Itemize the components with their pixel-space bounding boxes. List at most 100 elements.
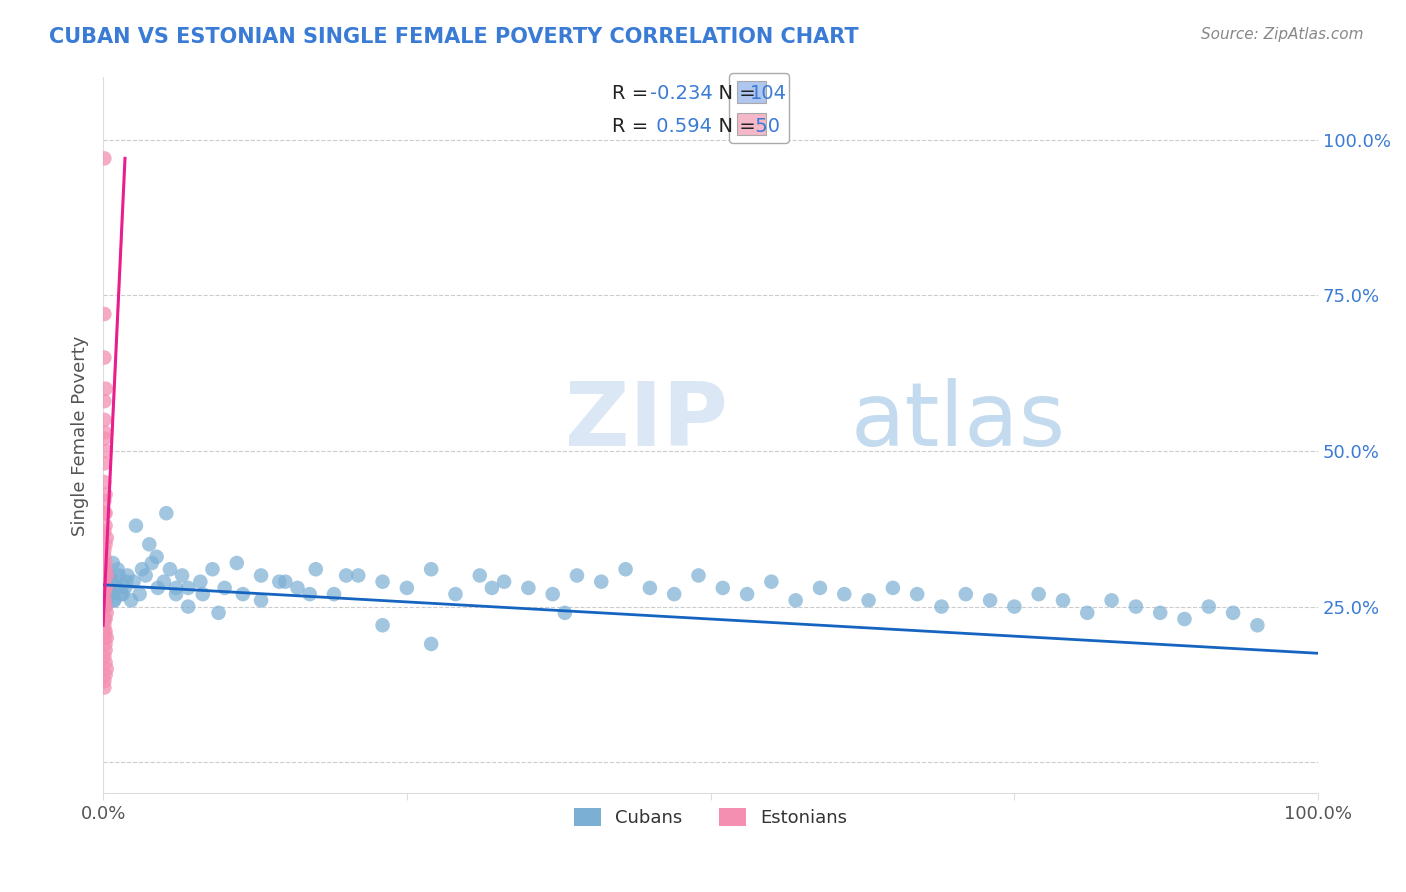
Point [905, 587, 928, 601]
Point [554, 606, 576, 620]
Point [98, 581, 121, 595]
Point [111, 587, 134, 601]
Point [93, 581, 115, 595]
Text: ZIP: ZIP [565, 377, 727, 465]
Point [232, 587, 254, 601]
Point [96, 662, 118, 676]
Point [287, 581, 309, 595]
Point [114, 581, 136, 595]
Point [323, 587, 346, 601]
Point [93, 612, 115, 626]
Point [93, 568, 115, 582]
Point [93, 506, 115, 520]
Point [444, 587, 467, 601]
Point [96, 581, 118, 595]
Point [93, 649, 115, 664]
Text: 0.594: 0.594 [650, 117, 711, 136]
Point [93, 631, 115, 645]
Point [93, 413, 115, 427]
Point [274, 574, 297, 589]
Point [1149, 606, 1171, 620]
Point [93, 432, 115, 446]
Point [100, 587, 122, 601]
Point [214, 581, 236, 595]
Point [94, 599, 117, 614]
Point [155, 506, 177, 520]
Point [94, 637, 117, 651]
Point [191, 587, 214, 601]
Point [93, 549, 115, 564]
Point [1222, 606, 1244, 620]
Point [97, 568, 120, 582]
Point [395, 581, 418, 595]
Point [188, 574, 211, 589]
Point [96, 531, 118, 545]
Point [96, 631, 118, 645]
Point [761, 574, 783, 589]
Point [94, 581, 117, 595]
Point [1076, 606, 1098, 620]
Text: Source: ZipAtlas.com: Source: ZipAtlas.com [1201, 27, 1364, 42]
Point [108, 568, 131, 582]
Point [94, 656, 117, 670]
Point [96, 606, 118, 620]
Point [93, 543, 115, 558]
Point [1052, 593, 1074, 607]
Point [172, 568, 194, 582]
Point [494, 574, 516, 589]
Point [131, 562, 153, 576]
Point [93, 618, 115, 632]
Point [94, 556, 117, 570]
Text: N =: N = [706, 84, 762, 103]
Point [94, 487, 117, 501]
Point [808, 581, 831, 595]
Point [93, 394, 115, 409]
Point [97, 568, 120, 582]
Point [96, 568, 118, 582]
Point [105, 581, 128, 595]
Point [638, 581, 661, 595]
Point [177, 581, 200, 595]
Point [305, 562, 328, 576]
Point [94, 562, 117, 576]
Point [94, 506, 117, 520]
Point [517, 581, 540, 595]
Point [93, 599, 115, 614]
Point [128, 587, 150, 601]
Point [94, 599, 117, 614]
Point [711, 581, 734, 595]
Point [100, 574, 122, 589]
Point [250, 593, 273, 607]
Point [688, 568, 710, 582]
Point [93, 152, 115, 166]
Point [93, 624, 115, 639]
Point [1028, 587, 1050, 601]
Text: CUBAN VS ESTONIAN SINGLE FEMALE POVERTY CORRELATION CHART: CUBAN VS ESTONIAN SINGLE FEMALE POVERTY … [49, 27, 859, 46]
Point [159, 562, 181, 576]
Point [207, 606, 229, 620]
Point [94, 593, 117, 607]
Text: R =: R = [612, 84, 654, 103]
Point [735, 587, 758, 601]
Point [335, 568, 357, 582]
Y-axis label: Single Female Poverty: Single Female Poverty [72, 335, 89, 535]
Point [177, 599, 200, 614]
Point [979, 593, 1001, 607]
Point [146, 581, 169, 595]
Point [1198, 599, 1220, 614]
Point [565, 568, 588, 582]
Text: -0.234: -0.234 [650, 84, 713, 103]
Point [882, 581, 904, 595]
Point [420, 562, 443, 576]
Point [94, 581, 117, 595]
Point [298, 587, 321, 601]
Point [93, 587, 115, 601]
Point [201, 562, 224, 576]
Point [117, 568, 139, 582]
Point [420, 637, 443, 651]
Point [165, 581, 187, 595]
Point [165, 587, 187, 601]
Text: 104: 104 [749, 84, 786, 103]
Point [93, 574, 115, 589]
Point [1125, 599, 1147, 614]
